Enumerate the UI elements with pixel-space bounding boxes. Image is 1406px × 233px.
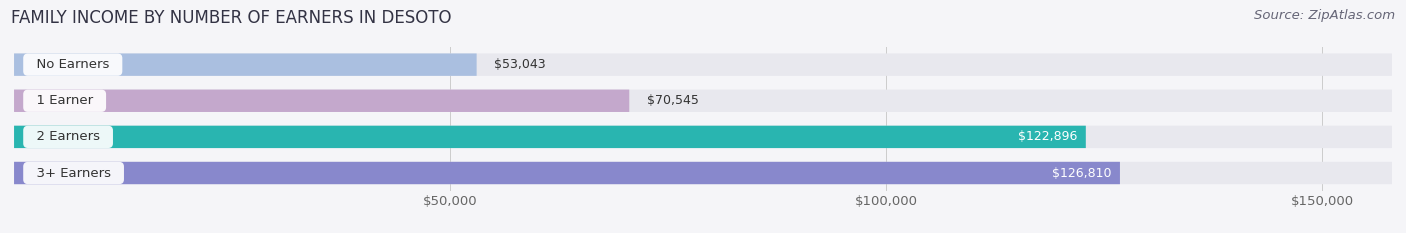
Text: FAMILY INCOME BY NUMBER OF EARNERS IN DESOTO: FAMILY INCOME BY NUMBER OF EARNERS IN DE…	[11, 9, 451, 27]
FancyBboxPatch shape	[14, 162, 1121, 184]
Text: 2 Earners: 2 Earners	[28, 130, 108, 143]
FancyBboxPatch shape	[14, 126, 1392, 148]
FancyBboxPatch shape	[14, 89, 1392, 112]
FancyBboxPatch shape	[14, 53, 477, 76]
Text: $53,043: $53,043	[494, 58, 546, 71]
FancyBboxPatch shape	[14, 126, 1085, 148]
FancyBboxPatch shape	[14, 89, 630, 112]
Text: $126,810: $126,810	[1052, 167, 1111, 179]
Text: Source: ZipAtlas.com: Source: ZipAtlas.com	[1254, 9, 1395, 22]
Text: No Earners: No Earners	[28, 58, 118, 71]
Text: 1 Earner: 1 Earner	[28, 94, 101, 107]
FancyBboxPatch shape	[14, 53, 1392, 76]
FancyBboxPatch shape	[14, 162, 1392, 184]
Text: $70,545: $70,545	[647, 94, 699, 107]
Text: 3+ Earners: 3+ Earners	[28, 167, 120, 179]
Text: $122,896: $122,896	[1018, 130, 1077, 143]
